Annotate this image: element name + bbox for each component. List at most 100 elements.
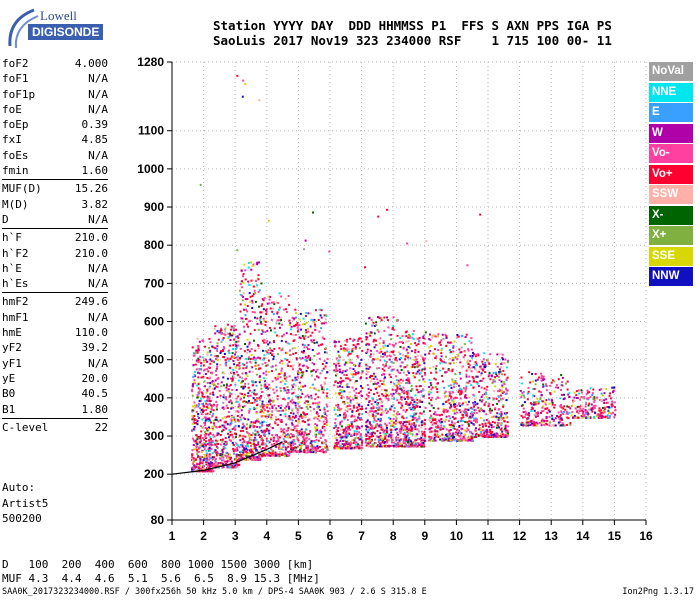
echo-point: [244, 269, 247, 272]
echo-point: [266, 404, 268, 407]
echo-point: [323, 406, 326, 409]
echo-point: [224, 328, 227, 331]
param-value: 210.0: [74, 246, 108, 260]
echo-point: [430, 430, 433, 433]
echo-point: [350, 447, 352, 450]
echo-point: [402, 361, 405, 364]
echo-point: [249, 358, 252, 360]
echo-point: [248, 284, 251, 286]
echo-point: [233, 416, 236, 419]
echo-point: [243, 454, 246, 457]
echo-point: [361, 413, 364, 415]
echo-point: [435, 398, 438, 400]
echo-point: [393, 354, 396, 357]
echo-point: [208, 385, 211, 388]
echo-point: [398, 358, 401, 361]
param-row: M(D) 3.82: [2, 197, 108, 212]
echo-point: [436, 435, 439, 438]
echo-point: [234, 466, 237, 469]
echo-point: [323, 314, 326, 317]
echo-point: [191, 415, 194, 418]
echo-point: [278, 308, 281, 311]
echo-point: [416, 365, 419, 368]
echo-point: [309, 410, 312, 412]
echo-point: [255, 367, 258, 370]
echo-point: [437, 413, 439, 416]
echo-point: [289, 328, 292, 331]
echo-point: [534, 403, 537, 406]
echo-point: [231, 388, 234, 391]
echo-point: [475, 436, 478, 438]
echo-point: [314, 416, 317, 419]
echo-point: [407, 443, 410, 446]
echo-point: [399, 442, 402, 445]
echo-point: [239, 439, 242, 442]
echo-point: [365, 439, 368, 442]
echo-point: [368, 332, 371, 335]
echo-point: [500, 398, 503, 401]
echo-point: [450, 351, 453, 353]
echo-point: [534, 415, 537, 418]
echo-point: [194, 370, 196, 373]
echo-point: [270, 342, 273, 345]
echo-point: [297, 370, 300, 373]
echo-point: [216, 365, 219, 368]
echo-point: [242, 429, 245, 432]
echo-point: [459, 393, 461, 396]
echo-point: [237, 355, 239, 358]
echo-point: [294, 414, 297, 417]
echo-point: [495, 397, 498, 400]
echo-point: [370, 439, 373, 442]
echo-point: [418, 364, 421, 367]
echo-point: [221, 449, 224, 451]
echo-point: [245, 365, 248, 368]
echo-point: [410, 445, 413, 448]
echo-point: [457, 391, 460, 394]
echo-point: [479, 379, 482, 382]
echo-point: [239, 310, 242, 313]
echo-point: [383, 377, 386, 380]
echo-point: [340, 381, 342, 383]
echo-point: [231, 352, 234, 355]
param-value: 1.80: [81, 402, 109, 416]
echo-point: [251, 384, 254, 387]
echo-point: [268, 383, 270, 386]
echo-point: [344, 447, 347, 450]
echo-point: [286, 385, 289, 388]
echo-point: [546, 423, 549, 426]
echo-point: [544, 407, 547, 410]
echo-point: [492, 435, 495, 438]
echo-point: [389, 376, 392, 379]
echo-point: [270, 329, 272, 332]
echo-point: [259, 316, 262, 319]
echo-point: [456, 334, 459, 336]
echo-point: [360, 376, 363, 379]
echo-point: [407, 441, 409, 444]
echo-point: [489, 353, 492, 356]
echo-point: [220, 463, 222, 466]
echo-point: [473, 379, 476, 382]
echo-point: [366, 342, 369, 345]
echo-point: [303, 401, 306, 404]
echo-point: [520, 414, 523, 417]
echo-point: [297, 420, 300, 423]
echo-point: [300, 413, 303, 416]
echo-point: [237, 425, 240, 428]
echo-point: [353, 364, 356, 367]
param-key: h`F: [2, 231, 22, 245]
echo-point: [295, 378, 298, 381]
echo-point: [238, 367, 241, 370]
echo-point: [466, 412, 469, 415]
echo-point: [236, 464, 239, 467]
echo-point: [355, 392, 358, 395]
echo-point: [235, 389, 238, 391]
echo-point: [447, 362, 450, 365]
echo-point: [197, 371, 200, 374]
echo-point: [242, 385, 245, 388]
echo-point: [377, 439, 380, 442]
echo-point: [241, 454, 244, 456]
echo-point: [323, 423, 326, 426]
echo-point: [312, 321, 315, 324]
echo-point: [273, 327, 276, 330]
echo-point: [353, 338, 356, 341]
